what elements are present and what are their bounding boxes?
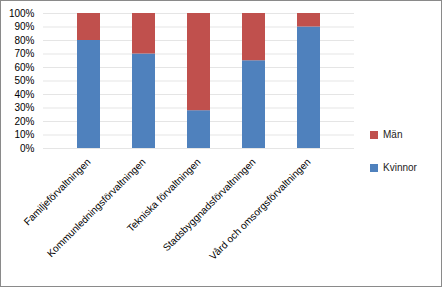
svg-text:90%: 90% <box>14 21 34 32</box>
svg-text:60%: 60% <box>14 62 34 73</box>
svg-text:30%: 30% <box>14 102 34 113</box>
svg-text:Vård och omsorgsförvaltningen: Vård och omsorgsförvaltningen <box>207 156 313 262</box>
svg-text:Stadsbyggnadsförvaltningen: Stadsbyggnadsförvaltningen <box>161 156 258 253</box>
svg-text:10%: 10% <box>14 129 34 140</box>
svg-text:70%: 70% <box>14 48 34 59</box>
html-text:Män: Män <box>383 129 403 140</box>
svg-text:20%: 20% <box>14 116 34 127</box>
svg-text:0%: 0% <box>20 143 35 154</box>
svg-text:80%: 80% <box>14 35 34 46</box>
svg-text:Kommunledningsförvaltningen: Kommunledningsförvaltningen <box>45 156 148 259</box>
svg-text:Tekniska förvaltningen: Tekniska förvaltningen <box>124 156 203 234</box>
html-text:Kvinnor: Kvinnor <box>383 162 417 173</box>
svg-text:Familjeförvaltningen: Familjeförvaltningen <box>21 156 93 228</box>
svg-text:50%: 50% <box>14 75 34 86</box>
svg-text:100%: 100% <box>9 8 35 19</box>
svg-text:40%: 40% <box>14 89 34 100</box>
